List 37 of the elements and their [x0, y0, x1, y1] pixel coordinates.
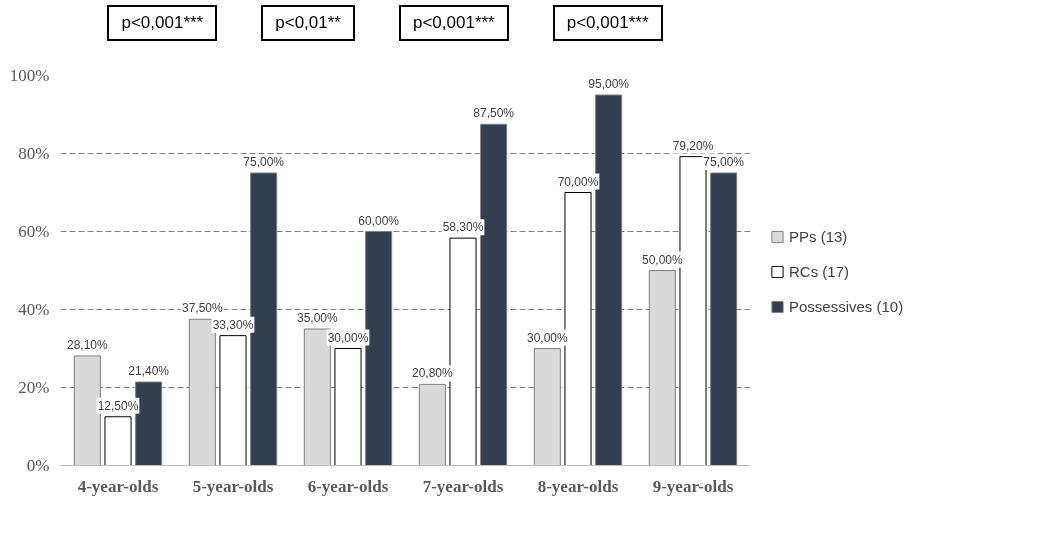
- x-tick-label: 8-year-olds: [537, 476, 619, 496]
- text: p<0,001***: [552, 5, 663, 42]
- data-label: 12,50%: [97, 398, 139, 413]
- text: p<0,01**: [261, 5, 355, 42]
- data-label: 30,00%: [327, 330, 369, 345]
- legend-label: RCs (17): [789, 262, 850, 280]
- data-label: 60,00%: [358, 213, 400, 228]
- data-label: 75,00%: [243, 155, 285, 169]
- y-tick-label: 60%: [18, 222, 50, 241]
- data-label: 35,00%: [296, 311, 339, 325]
- legend-label: PPs (13): [789, 227, 848, 245]
- x-tick-label: 5-year-olds: [192, 476, 274, 496]
- data-label: 70,00%: [557, 174, 599, 189]
- data-label: 30,00%: [526, 330, 569, 345]
- legend-label: Possessives (10): [789, 297, 904, 315]
- y-tick-label: 40%: [18, 300, 50, 319]
- x-tick-label: 6-year-olds: [307, 476, 389, 496]
- x-tick-label: 9-year-olds: [652, 476, 734, 496]
- data-label: 75,00%: [703, 155, 745, 169]
- text: p<0,001***: [398, 5, 509, 42]
- data-label: 95,00%: [588, 77, 630, 91]
- data-label: 50,00%: [641, 252, 684, 267]
- data-label: 58,30%: [442, 220, 484, 235]
- data-label: 20,80%: [411, 366, 454, 381]
- x-tick-label: 7-year-olds: [422, 476, 504, 496]
- x-tick-label: 4-year-olds: [77, 476, 159, 496]
- data-label: 37,50%: [181, 301, 224, 316]
- y-tick-label: 100%: [9, 66, 50, 85]
- data-label: 33,30%: [212, 317, 254, 332]
- data-label: 79,20%: [672, 138, 714, 153]
- y-tick-label: 20%: [18, 378, 50, 397]
- data-label: 21,40%: [128, 364, 170, 379]
- y-tick-label: 80%: [18, 144, 50, 163]
- y-tick-label: 0%: [26, 456, 50, 475]
- data-label: 28,10%: [66, 337, 109, 352]
- data-label: 87,50%: [473, 106, 515, 121]
- text: p<0,001***: [107, 5, 218, 42]
